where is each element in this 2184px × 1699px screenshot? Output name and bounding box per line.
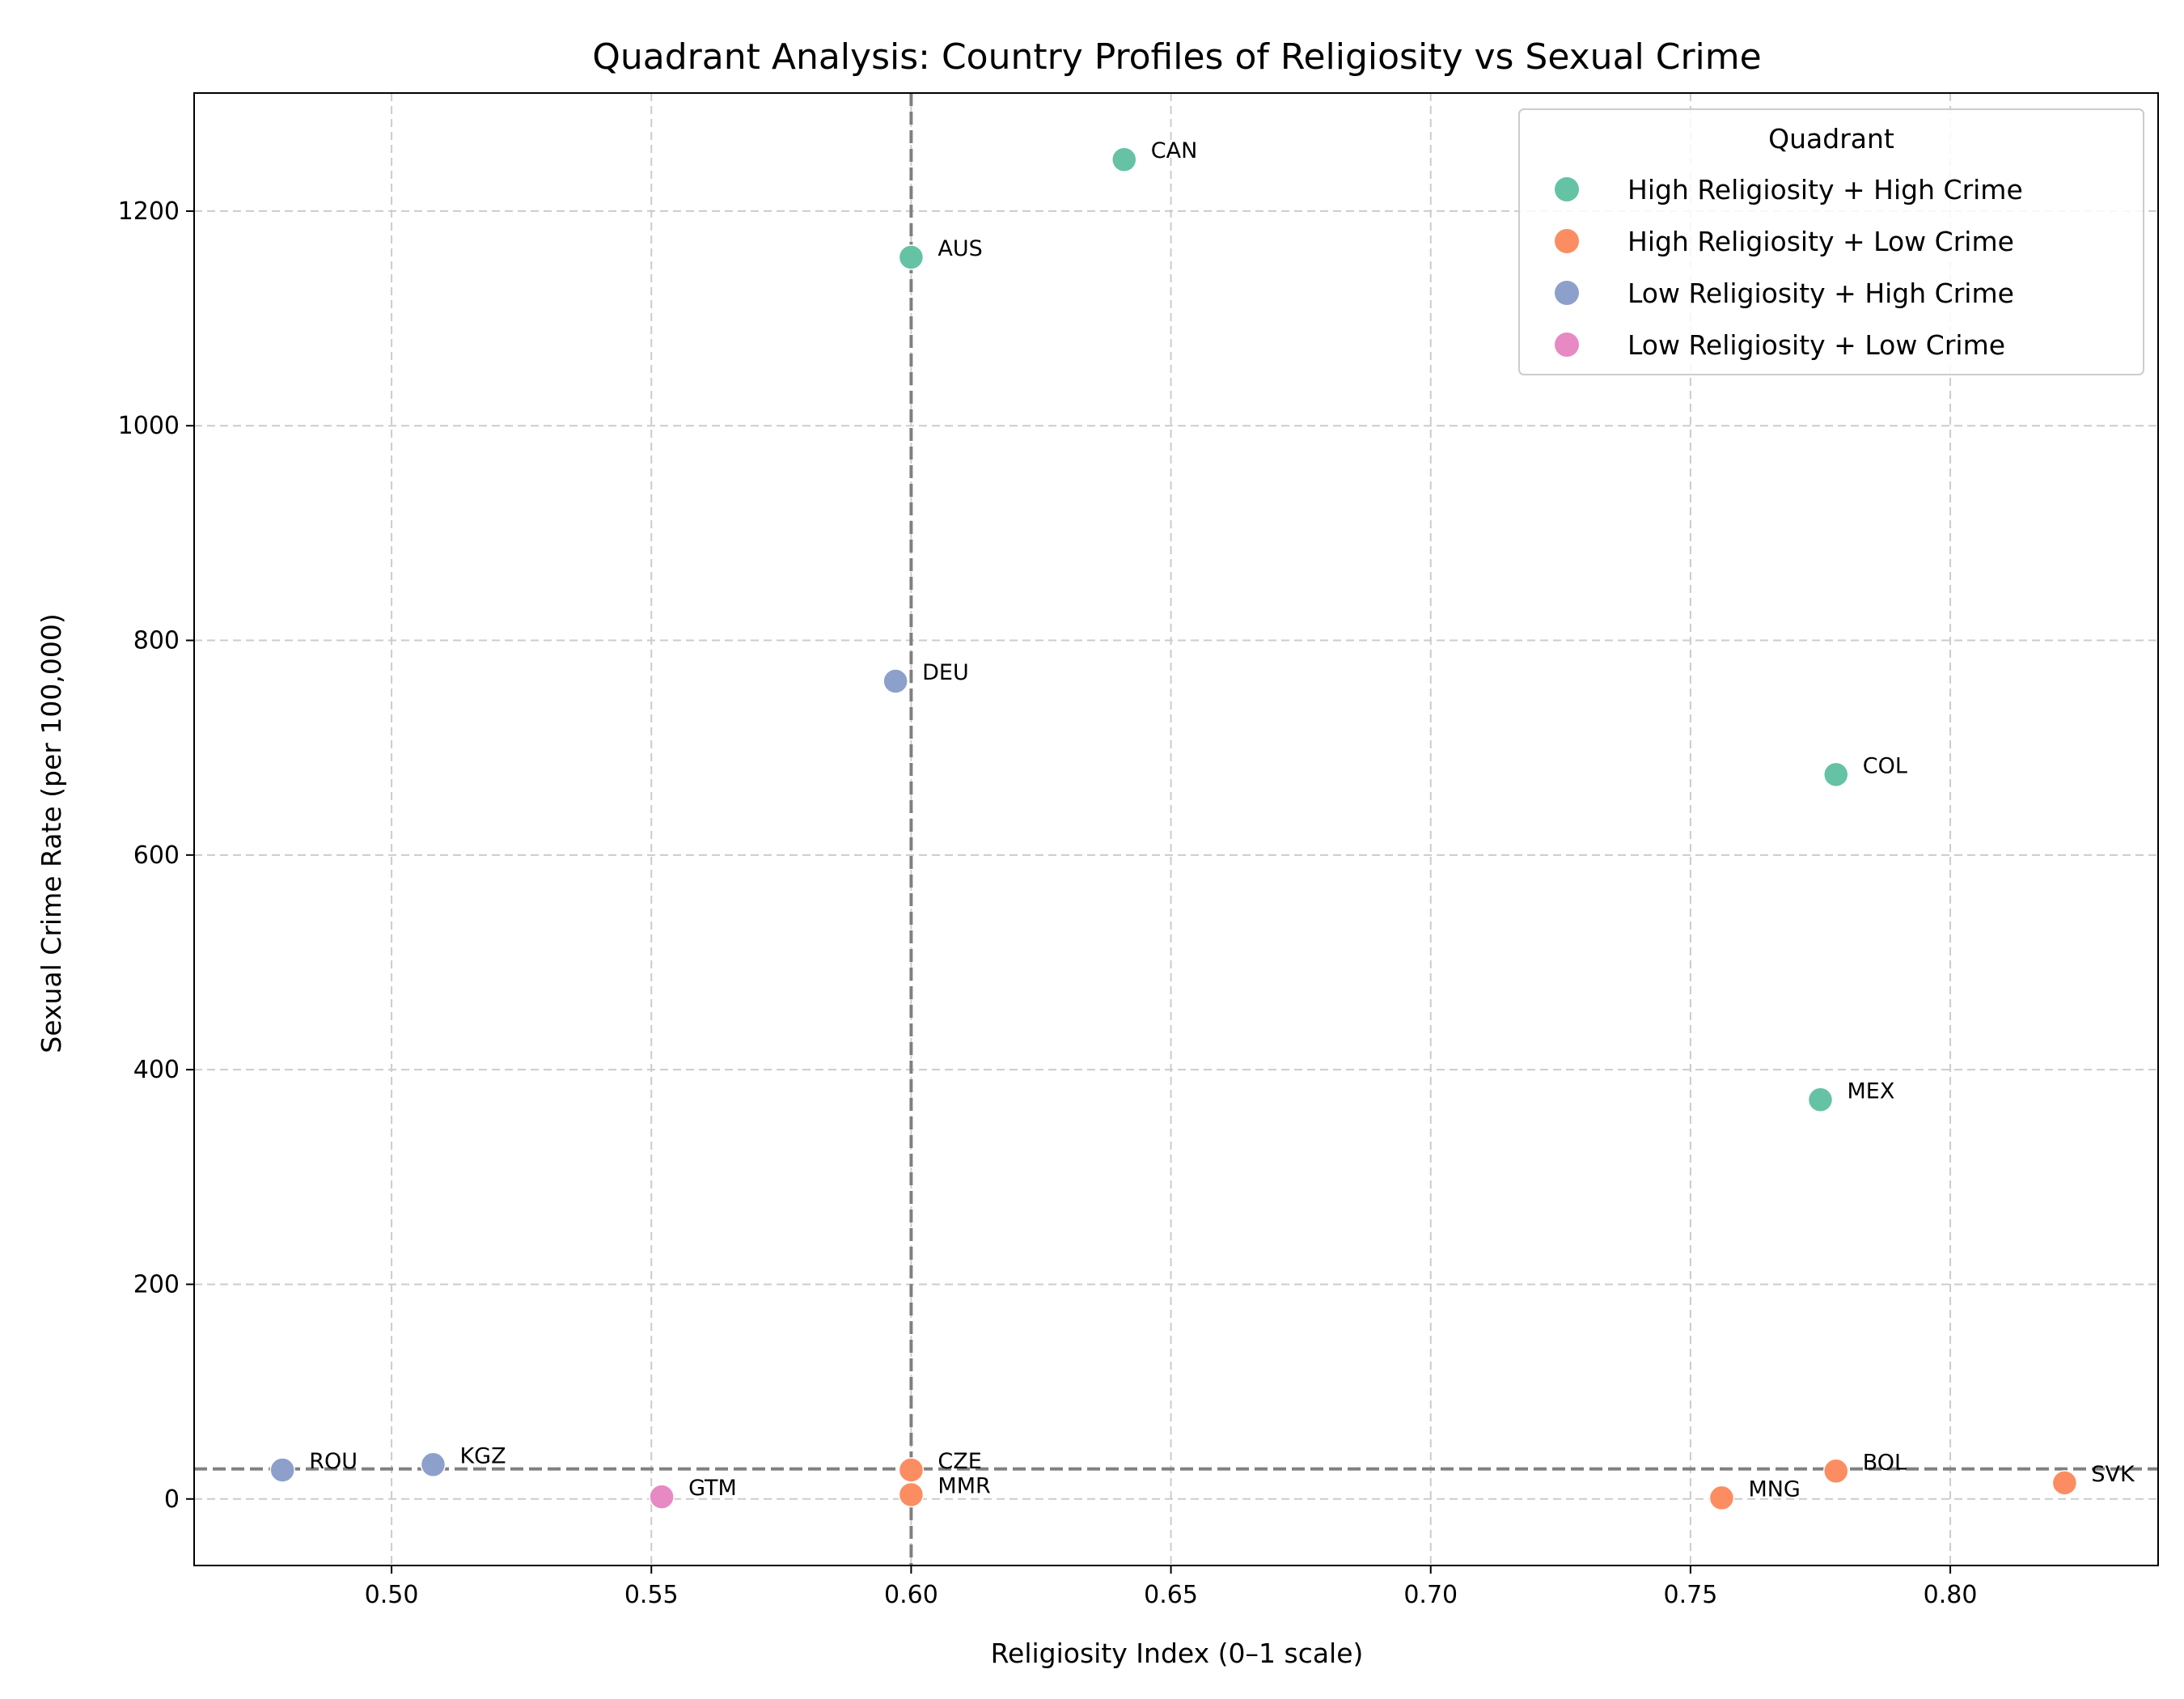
point-label-deu: DEU [922, 660, 969, 685]
legend-title: Quadrant [1768, 123, 1894, 155]
point-rou [269, 1457, 295, 1483]
point-mex [1807, 1087, 1834, 1113]
point-label-mmr: MMR [938, 1473, 990, 1498]
point-label-rou: ROU [309, 1449, 358, 1474]
y-tick-label: 0 [164, 1485, 180, 1514]
point-kgz [420, 1451, 447, 1478]
legend-entry: High Religiosity + High Crime [1627, 174, 2023, 205]
y-tick-label: 400 [133, 1056, 180, 1084]
plot-frame [193, 92, 2159, 1566]
point-col [1823, 761, 1849, 788]
point-label-svk: SVK [2091, 1462, 2135, 1487]
x-tick-label: 0.80 [1924, 1581, 1978, 1609]
point-cze [898, 1457, 925, 1483]
point-label-bol: BOL [1863, 1450, 1907, 1475]
y-axis-label: Sexual Crime Rate (per 100,000) [36, 613, 67, 1053]
point-label-gtm: GTM [688, 1476, 737, 1501]
legend-marker [1555, 281, 1579, 305]
point-deu [882, 668, 908, 694]
point-label-aus: AUS [938, 236, 982, 261]
point-aus [898, 244, 925, 270]
x-tick-label: 0.50 [365, 1581, 419, 1609]
x-tick-label: 0.75 [1664, 1581, 1718, 1609]
point-label-kgz: KGZ [459, 1443, 506, 1468]
point-label-mng: MNG [1748, 1477, 1800, 1502]
x-tick-label: 0.70 [1403, 1581, 1458, 1609]
legend-marker [1555, 177, 1579, 201]
point-label-col: COL [1863, 753, 1907, 778]
y-tick-label: 800 [133, 627, 180, 655]
y-axis-ticks: 0 200 400 600 800 1000 1200 [118, 197, 194, 1514]
legend-entry: Low Religiosity + High Crime [1627, 278, 2014, 309]
x-axis-ticks: 0.50 0.55 0.60 0.65 0.70 0.75 0.80 [365, 1566, 1978, 1609]
legend-entry: Low Religiosity + Low Crime [1627, 329, 2005, 361]
reference-lines [194, 93, 2158, 1566]
point-label-can: CAN [1151, 138, 1198, 163]
x-axis-label: Religiosity Index (0–1 scale) [991, 1638, 1364, 1669]
point-mng [1708, 1485, 1735, 1511]
point-mmr [898, 1481, 925, 1508]
point-gtm [649, 1484, 675, 1510]
x-tick-label: 0.65 [1144, 1581, 1198, 1609]
y-tick-label: 600 [133, 841, 180, 870]
legend: Quadrant High Religiosity + High Crime Hi… [1518, 108, 2144, 375]
x-tick-label: 0.60 [884, 1581, 938, 1609]
y-tick-label: 1200 [118, 197, 180, 226]
point-label-cze: CZE [938, 1449, 981, 1474]
chart-title: Quadrant Analysis: Country Profiles of R… [592, 36, 1761, 78]
legend-marker [1555, 229, 1579, 253]
legend-box [1518, 108, 2144, 375]
y-tick-label: 1000 [118, 412, 180, 440]
y-tick-label: 200 [133, 1270, 180, 1299]
x-tick-label: 0.55 [624, 1581, 679, 1609]
legend-entry: High Religiosity + Low Crime [1627, 226, 2014, 257]
point-bol [1823, 1458, 1849, 1485]
point-label-mex: MEX [1847, 1078, 1894, 1104]
point-can [1111, 146, 1137, 172]
legend-marker [1555, 333, 1579, 357]
point-svk [2051, 1470, 2078, 1496]
